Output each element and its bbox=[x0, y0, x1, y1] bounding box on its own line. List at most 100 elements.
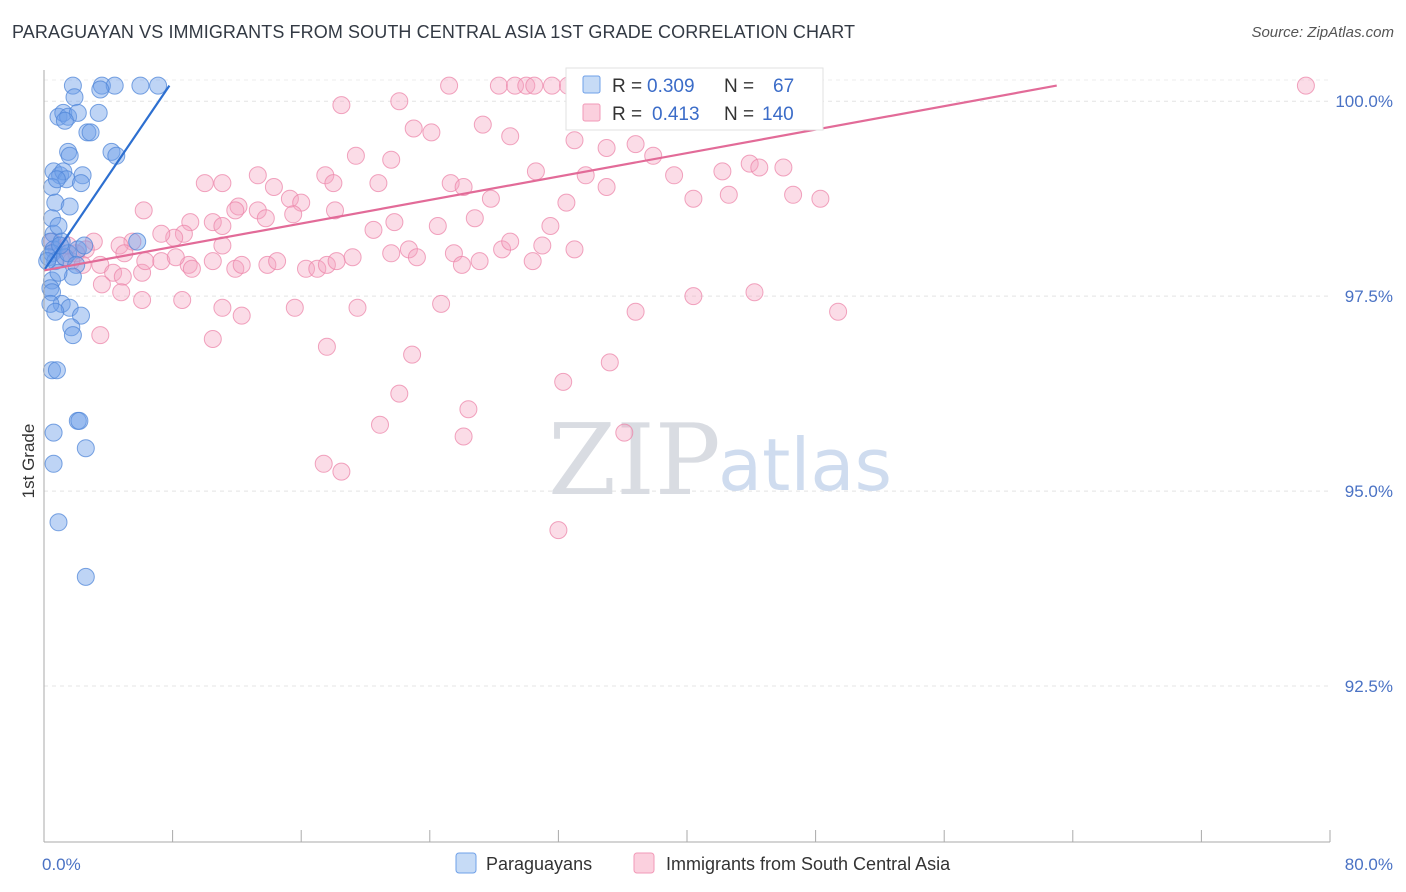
point-immigrants bbox=[390, 92, 409, 111]
point-immigrants bbox=[525, 76, 544, 95]
point-immigrants bbox=[280, 189, 299, 208]
point-immigrants bbox=[232, 306, 251, 325]
point-immigrants bbox=[314, 454, 333, 473]
stats-n-label-2: N = bbox=[724, 104, 754, 125]
point-immigrants bbox=[745, 283, 764, 302]
point-immigrants bbox=[133, 263, 152, 282]
point-immigrants bbox=[543, 76, 561, 95]
y-axis-label: 1st Grade bbox=[19, 424, 38, 499]
point-immigrants bbox=[174, 224, 193, 243]
point-paraguayans bbox=[63, 267, 82, 286]
point-immigrants bbox=[811, 189, 830, 208]
axes bbox=[43, 70, 1331, 843]
legend-swatch-paraguayans bbox=[455, 852, 477, 874]
point-immigrants bbox=[454, 178, 473, 196]
data-points bbox=[38, 76, 1315, 586]
stats-r-value-1: 0.309 bbox=[647, 76, 695, 97]
point-immigrants bbox=[317, 337, 336, 356]
point-paraguayans bbox=[44, 454, 63, 473]
point-immigrants bbox=[533, 236, 552, 255]
point-immigrants bbox=[226, 201, 245, 220]
point-immigrants bbox=[308, 259, 327, 278]
point-paraguayans bbox=[72, 306, 90, 325]
point-immigrants bbox=[481, 189, 500, 208]
point-paraguayans bbox=[76, 567, 95, 586]
point-immigrants bbox=[626, 302, 645, 321]
x-tick-label-min: 0.0% bbox=[42, 855, 81, 874]
point-immigrants bbox=[258, 255, 277, 274]
point-paraguayans bbox=[63, 326, 82, 345]
point-immigrants bbox=[452, 255, 471, 274]
point-immigrants bbox=[343, 248, 362, 267]
point-paraguayans bbox=[91, 80, 110, 99]
point-immigrants bbox=[428, 217, 447, 235]
point-immigrants bbox=[740, 154, 759, 173]
point-immigrants bbox=[112, 283, 131, 302]
stats-swatch-immigrants bbox=[582, 103, 601, 122]
stats-n-value-1: 67 bbox=[773, 76, 794, 97]
stats-n-value-2: 140 bbox=[762, 104, 794, 125]
point-immigrants bbox=[346, 146, 365, 165]
point-immigrants bbox=[422, 123, 441, 142]
point-immigrants bbox=[182, 259, 201, 278]
trend-lines bbox=[43, 84, 1057, 272]
point-immigrants bbox=[134, 201, 153, 220]
point-immigrants bbox=[489, 76, 508, 95]
point-immigrants bbox=[665, 166, 684, 185]
point-immigrants bbox=[459, 400, 478, 419]
y-tick-label: 95.0% bbox=[1345, 482, 1393, 501]
point-immigrants bbox=[626, 135, 645, 154]
point-immigrants bbox=[268, 252, 287, 271]
point-immigrants bbox=[181, 213, 200, 232]
point-immigrants bbox=[526, 162, 545, 181]
point-immigrants bbox=[195, 174, 214, 193]
source-credit: Source: ZipAtlas.com bbox=[1251, 24, 1394, 41]
point-immigrants bbox=[713, 162, 732, 181]
legend-label-paraguayans: Paraguayans bbox=[486, 854, 592, 874]
point-immigrants bbox=[91, 326, 110, 345]
point-paraguayans bbox=[75, 236, 94, 255]
stats-r-label-2: R = bbox=[612, 104, 642, 125]
point-immigrants bbox=[597, 139, 616, 157]
point-immigrants bbox=[554, 372, 573, 391]
point-immigrants bbox=[390, 384, 409, 403]
point-immigrants bbox=[369, 174, 388, 193]
point-paraguayans bbox=[44, 423, 63, 442]
point-immigrants bbox=[133, 291, 152, 309]
bottom-legend: Paraguayans Immigrants from South Centra… bbox=[455, 852, 951, 874]
y-tick-label: 100.0% bbox=[1335, 92, 1393, 111]
point-paraguayans bbox=[49, 217, 68, 235]
point-immigrants bbox=[557, 193, 576, 212]
point-immigrants bbox=[166, 248, 185, 267]
chart-title: PARAGUAYAN VS IMMIGRANTS FROM SOUTH CENT… bbox=[12, 22, 856, 42]
point-immigrants bbox=[317, 255, 336, 274]
point-immigrants bbox=[332, 462, 351, 481]
point-immigrants bbox=[203, 213, 222, 232]
watermark-zip: ZIP bbox=[548, 404, 721, 518]
point-paraguayans bbox=[105, 76, 124, 95]
point-paraguayans bbox=[89, 103, 108, 122]
watermark-atlas: atlas bbox=[718, 423, 892, 507]
point-immigrants bbox=[523, 252, 542, 271]
point-immigrants bbox=[644, 146, 663, 165]
point-immigrants bbox=[385, 213, 404, 232]
point-paraguayans bbox=[76, 439, 95, 458]
point-immigrants bbox=[774, 158, 793, 177]
point-immigrants bbox=[248, 166, 267, 185]
point-immigrants bbox=[454, 427, 473, 446]
point-immigrants bbox=[473, 115, 492, 134]
point-immigrants bbox=[407, 248, 426, 267]
point-immigrants bbox=[549, 521, 568, 540]
point-immigrants bbox=[152, 252, 171, 271]
trend-line-immigrants bbox=[43, 84, 1057, 272]
point-immigrants bbox=[784, 185, 803, 204]
trend-line-paraguayans bbox=[43, 84, 171, 272]
point-immigrants bbox=[332, 96, 351, 115]
point-immigrants bbox=[600, 353, 619, 372]
legend-swatch-immigrants bbox=[633, 852, 655, 874]
point-paraguayans bbox=[72, 174, 90, 193]
point-immigrants bbox=[213, 217, 232, 235]
stats-legend: R = 0.309 N = 67 R = 0.413 N = 140 bbox=[565, 67, 824, 131]
point-immigrants bbox=[324, 174, 343, 193]
